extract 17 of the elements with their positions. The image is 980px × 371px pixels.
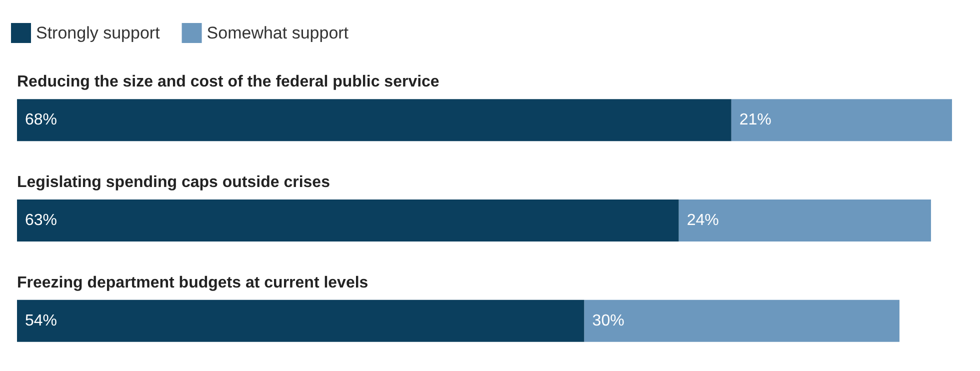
y-tick-label: Legislating spending caps outside crises — [17, 174, 330, 191]
data-label: 30% — [592, 312, 624, 330]
bar — [731, 99, 952, 142]
bar — [17, 300, 584, 342]
bar — [678, 200, 931, 242]
data-label: 54% — [25, 312, 58, 330]
legend-label: Somewhat support — [206, 24, 349, 42]
y-tick-label: Reducing the size and cost of the federal public service — [17, 74, 440, 91]
bar — [17, 200, 679, 242]
data-label: 24% — [686, 212, 719, 229]
bar — [17, 99, 732, 142]
data-label: 68% — [25, 112, 58, 129]
legend-label: Strongly support — [36, 24, 160, 42]
data-label: 21% — [739, 112, 772, 129]
y-tick-label: Freezing department budgets at current levels — [17, 274, 368, 292]
bar — [584, 300, 900, 342]
data-label: 63% — [25, 212, 58, 229]
